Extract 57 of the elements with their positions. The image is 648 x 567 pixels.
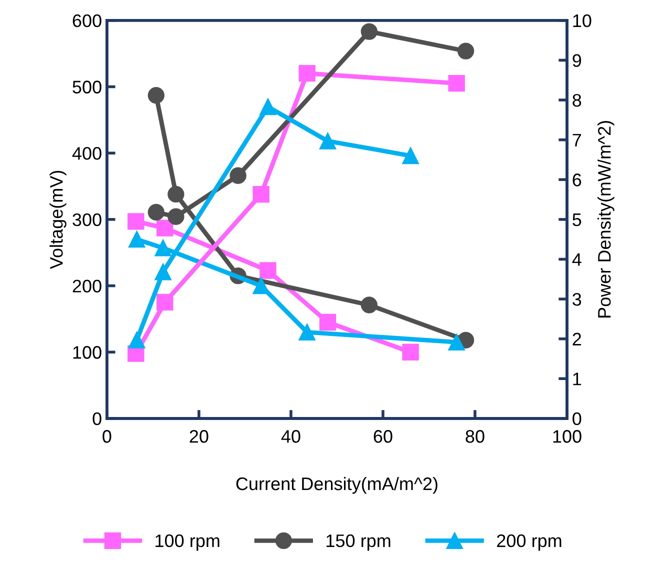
y2-tick-label: 1 [573, 372, 582, 386]
y2-tick-label: 6 [572, 174, 582, 186]
legend-label: 100 rpm [156, 534, 220, 551]
y-tick-label: 0 [92, 412, 102, 426]
y2-tick-label: 5 [572, 214, 582, 226]
point [154, 240, 172, 256]
point [360, 23, 378, 40]
y2-axis-title: Power Density(mW/m^2) [598, 121, 614, 318]
point [128, 213, 144, 230]
point [260, 262, 276, 279]
x-tick-label: 80 [466, 430, 484, 443]
point [128, 332, 146, 348]
y2-tick-label: 9 [572, 54, 582, 67]
point [148, 204, 164, 221]
legend-label: 200 rpm [497, 534, 562, 551]
point [319, 314, 336, 331]
y2-tick-label: 4 [572, 253, 582, 266]
point [168, 186, 184, 203]
y-tick-label: 400 [72, 147, 102, 160]
point [402, 147, 419, 164]
x-tick-label: 60 [374, 430, 392, 443]
point [457, 42, 474, 60]
x-tick-label: 0 [102, 430, 112, 443]
y2-tick-label: 3 [572, 292, 582, 306]
point [230, 167, 246, 184]
y-axis-title: Voltage(mV) [50, 170, 66, 270]
y-tick-label: 500 [72, 80, 102, 94]
point [148, 87, 164, 104]
point [128, 230, 146, 248]
point [252, 186, 270, 203]
y2-tick-label: 2 [572, 332, 581, 346]
x-axis-title: Current Density(mA/m^2) [236, 476, 438, 494]
point [402, 344, 419, 360]
point [154, 264, 172, 280]
x-tick-label: 20 [190, 430, 208, 443]
y2-tick-label: 7 [572, 134, 581, 146]
point [298, 324, 316, 341]
y2-tick-label: 0 [572, 412, 582, 426]
legend-label: 150 rpm [326, 534, 390, 551]
y-tick-label: 600 [72, 14, 102, 28]
x-tick-label: 100 [553, 430, 582, 443]
point [298, 65, 316, 82]
point [319, 132, 336, 150]
point [448, 74, 465, 92]
point [360, 296, 378, 314]
point [252, 277, 270, 294]
point [156, 294, 174, 311]
y-tick-label: 300 [72, 213, 102, 226]
y-tick-label: 200 [72, 280, 102, 292]
point [448, 334, 465, 350]
y-tick-label: 100 [73, 346, 102, 359]
point [260, 98, 276, 116]
point [168, 208, 184, 225]
y2-tick-label: 8 [572, 94, 582, 107]
x-tick-label: 40 [281, 430, 300, 443]
y2-tick-label: 10 [573, 14, 592, 28]
point [156, 220, 174, 236]
